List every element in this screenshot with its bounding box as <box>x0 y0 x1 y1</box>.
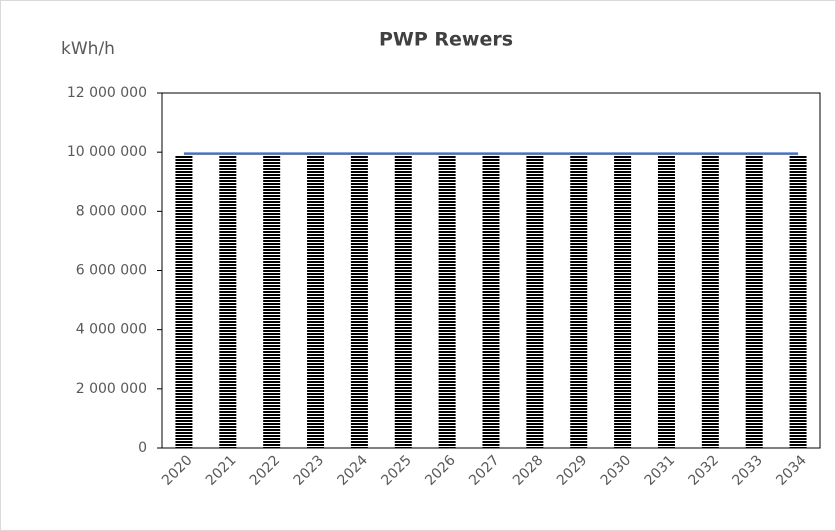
bar <box>526 155 544 448</box>
bar <box>701 155 719 448</box>
bar <box>745 155 763 448</box>
y-axis-label: kWh/h <box>61 39 115 59</box>
bar <box>350 155 368 448</box>
y-tick-label: 8 000 000 <box>76 203 147 219</box>
bar <box>438 155 456 448</box>
y-tick-label: 2 000 000 <box>76 381 147 397</box>
bar <box>482 155 500 448</box>
y-tick-label: 4 000 000 <box>76 322 147 338</box>
y-tick-label: 0 <box>138 440 147 456</box>
bar <box>175 155 193 448</box>
y-tick-label: 6 000 000 <box>76 263 147 279</box>
y-tick-label: 12 000 000 <box>67 85 147 101</box>
bar <box>263 155 281 448</box>
bar <box>570 155 588 448</box>
bar <box>614 155 632 448</box>
chart-title: PWP Rewers <box>379 29 513 51</box>
bar <box>657 155 675 448</box>
y-tick-label: 10 000 000 <box>67 144 147 160</box>
bar <box>219 155 237 448</box>
bar <box>789 155 807 448</box>
bar <box>394 155 412 448</box>
bar <box>307 155 325 448</box>
